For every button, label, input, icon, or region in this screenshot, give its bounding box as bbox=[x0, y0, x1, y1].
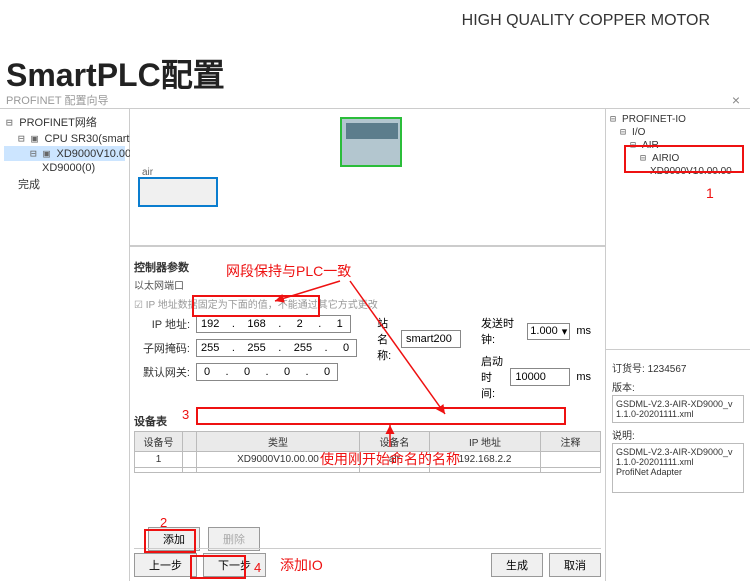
col-blank bbox=[183, 432, 197, 452]
tree-root[interactable]: ⊟ PROFINET网络 bbox=[4, 113, 125, 131]
device-table: 设备号 类型 设备名 IP 地址 注释 1 XD9000V10.00.00 ai… bbox=[134, 431, 601, 473]
banner-text: HIGH QUALITY COPPER MOTOR bbox=[462, 12, 710, 30]
page-title: SmartPLC配置 bbox=[6, 50, 225, 96]
cancel-button[interactable]: 取消 bbox=[549, 553, 601, 577]
close-icon[interactable]: × bbox=[732, 92, 740, 108]
table-row[interactable]: 1 XD9000V10.00.00 air 192.168.2.2 bbox=[135, 452, 601, 468]
next-button[interactable]: 下一步 bbox=[203, 553, 266, 577]
mask-input[interactable]: 255. 255. 255. 0 bbox=[196, 339, 357, 357]
wizard-subtitle: PROFINET 配置向导 bbox=[6, 92, 108, 108]
tree-done[interactable]: 完成 bbox=[4, 175, 125, 193]
ip-input[interactable]: 192. 168. 2. 1 bbox=[196, 315, 351, 333]
station-label: 站名称: bbox=[377, 315, 395, 363]
controller-params: 控制器参数 以太网端口 ☑ IP 地址数据固定为下面的值，不能通过其它方式更改 … bbox=[134, 259, 601, 473]
divider bbox=[130, 245, 605, 247]
port-label: 以太网端口 bbox=[134, 277, 601, 292]
center-panel: air 控制器参数 以太网端口 ☑ IP 地址数据固定为下面的值，不能通过其它方… bbox=[130, 109, 605, 581]
start-label: 启动时间: bbox=[481, 353, 504, 401]
desc-value: GSDML-V2.3-AIR-XD9000_v1.1.0-20201111.xm… bbox=[612, 443, 744, 493]
col-note: 注释 bbox=[541, 432, 601, 452]
mask-label: 子网掩码: bbox=[134, 340, 190, 356]
desc-label: 说明: bbox=[612, 427, 744, 442]
device-table-title: 设备表 bbox=[134, 413, 601, 429]
start-input[interactable]: 10000 bbox=[510, 368, 570, 386]
tree-child[interactable]: XD9000(0) bbox=[4, 161, 125, 175]
cat-air[interactable]: ⊟ AIR bbox=[610, 139, 746, 152]
left-tree: ⊟ PROFINET网络 ⊟ ▣ CPU SR30(smart200) ⊟ ▣ … bbox=[0, 109, 130, 581]
chevron-down-icon: ▾ bbox=[562, 325, 568, 338]
tree-cpu[interactable]: ⊟ ▣ CPU SR30(smart200) bbox=[4, 131, 125, 146]
prev-button[interactable]: 上一步 bbox=[134, 553, 197, 577]
order-label: 订货号: bbox=[612, 364, 645, 375]
gw-label: 默认网关: bbox=[134, 364, 190, 380]
col-name: 设备名 bbox=[359, 432, 429, 452]
cat-airio[interactable]: ⊟ AIRIO bbox=[610, 152, 746, 165]
annotation-num-1: 1 bbox=[706, 185, 714, 201]
generate-button[interactable]: 生成 bbox=[491, 553, 543, 577]
device-info: 订货号: 1234567 版本: GSDML-V2.3-AIR-XD9000_v… bbox=[606, 349, 750, 581]
col-type: 类型 bbox=[197, 432, 360, 452]
sendclock-select[interactable]: 1.000▾ bbox=[527, 323, 570, 340]
main-area: ⊟ PROFINET网络 ⊟ ▣ CPU SR30(smart200) ⊟ ▣ … bbox=[0, 108, 750, 581]
device-table-section: 设备表 设备号 类型 设备名 IP 地址 注释 1 XD9 bbox=[134, 413, 601, 473]
cat-dev[interactable]: XD9000V10.00.00 bbox=[610, 165, 746, 178]
air-node[interactable] bbox=[138, 177, 218, 207]
ip-label: IP 地址: bbox=[134, 316, 190, 332]
version-value: GSDML-V2.3-AIR-XD9000_v1.1.0-20201111.xm… bbox=[612, 395, 744, 423]
gw-input[interactable]: 0. 0. 0. 0 bbox=[196, 363, 338, 381]
topology-canvas: air bbox=[130, 109, 605, 239]
col-ip: IP 地址 bbox=[429, 432, 540, 452]
version-label: 版本: bbox=[612, 379, 744, 394]
cat-io[interactable]: ⊟ I/O bbox=[610, 126, 746, 139]
cat-root[interactable]: ⊟ PROFINET-IO bbox=[610, 113, 746, 126]
table-row[interactable] bbox=[135, 468, 601, 473]
sendclock-label: 发送时钟: bbox=[481, 315, 521, 347]
sendclock-unit: ms bbox=[576, 325, 591, 337]
order-value: 1234567 bbox=[648, 364, 687, 375]
ip-hint: ☑ IP 地址数据固定为下面的值，不能通过其它方式更改 bbox=[134, 296, 601, 311]
group-title: 控制器参数 bbox=[134, 259, 601, 275]
start-unit: ms bbox=[576, 371, 591, 383]
tree-device[interactable]: ⊟ ▣ XD9000V10.00.00-air bbox=[4, 146, 125, 161]
catalog-tree: ⊟ PROFINET-IO ⊟ I/O ⊟ AIR ⊟ AIRIO XD9000… bbox=[606, 109, 750, 349]
plc-node[interactable] bbox=[340, 117, 402, 167]
station-input[interactable]: smart200 bbox=[401, 330, 461, 348]
wizard-buttons: 上一步 下一步 生成 取消 bbox=[134, 548, 601, 577]
right-panel: ⊟ PROFINET-IO ⊟ I/O ⊟ AIR ⊟ AIRIO XD9000… bbox=[605, 109, 750, 581]
col-devnum: 设备号 bbox=[135, 432, 183, 452]
